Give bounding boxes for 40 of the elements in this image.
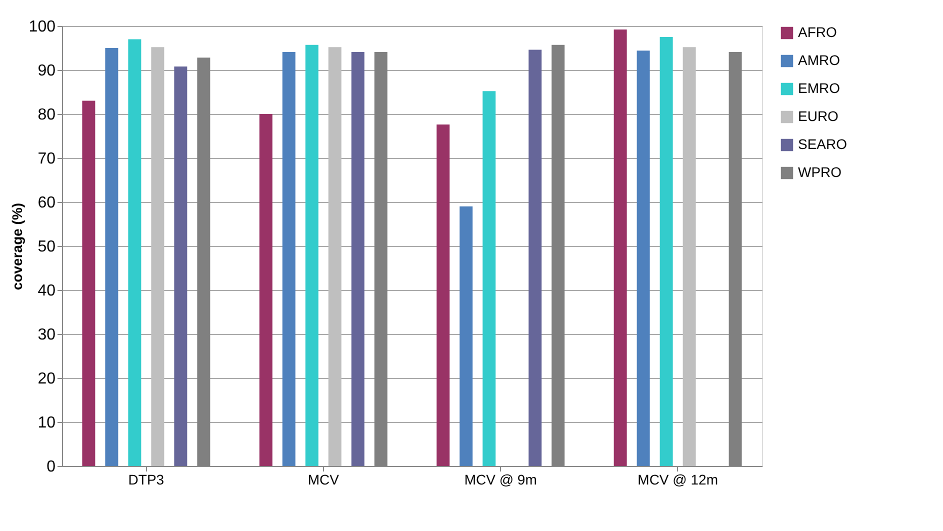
legend-label: AMRO: [798, 52, 840, 68]
bar: [128, 39, 142, 466]
x-tick-label: MCV: [308, 472, 340, 488]
bar: [328, 47, 342, 466]
legend-label: AFRO: [798, 24, 837, 40]
y-tick-label: 20: [38, 370, 56, 388]
bar: [305, 44, 318, 466]
bar: [82, 100, 96, 466]
bar: [151, 47, 164, 466]
bar: [614, 30, 627, 466]
y-tick-label: 50: [38, 238, 56, 256]
bar: [259, 114, 272, 466]
y-tick-label: 30: [38, 326, 56, 344]
y-tick-label: 10: [38, 414, 56, 432]
bar: [660, 37, 673, 466]
bar: [351, 52, 364, 466]
bar: [282, 52, 296, 466]
x-tick-label: MCV @ 12m: [638, 472, 718, 488]
x-tick-label: MCV @ 9m: [464, 472, 537, 488]
bar: [105, 48, 118, 466]
y-tick-label: 100: [28, 18, 56, 36]
y-tick-label: 60: [38, 194, 56, 212]
legend-label: WPRO: [798, 164, 842, 180]
y-tick-label: 70: [38, 150, 56, 168]
bar: [682, 47, 696, 466]
y-tick-label: 80: [38, 106, 56, 124]
bar: [636, 50, 650, 466]
legend-label: EMRO: [798, 80, 840, 96]
legend-label: SEARO: [798, 136, 848, 152]
bar: [528, 50, 542, 466]
y-axis-title: coverage (%): [8, 202, 25, 290]
bar: [460, 206, 473, 466]
legend-label: EURO: [798, 108, 839, 124]
y-tick-label: 90: [38, 62, 56, 80]
bar: [174, 66, 188, 466]
x-tick-label: DTP3: [128, 472, 164, 488]
bar: [482, 91, 496, 466]
bar: [436, 124, 450, 466]
y-tick-label: 40: [38, 282, 56, 300]
y-tick-label: 0: [46, 458, 56, 476]
